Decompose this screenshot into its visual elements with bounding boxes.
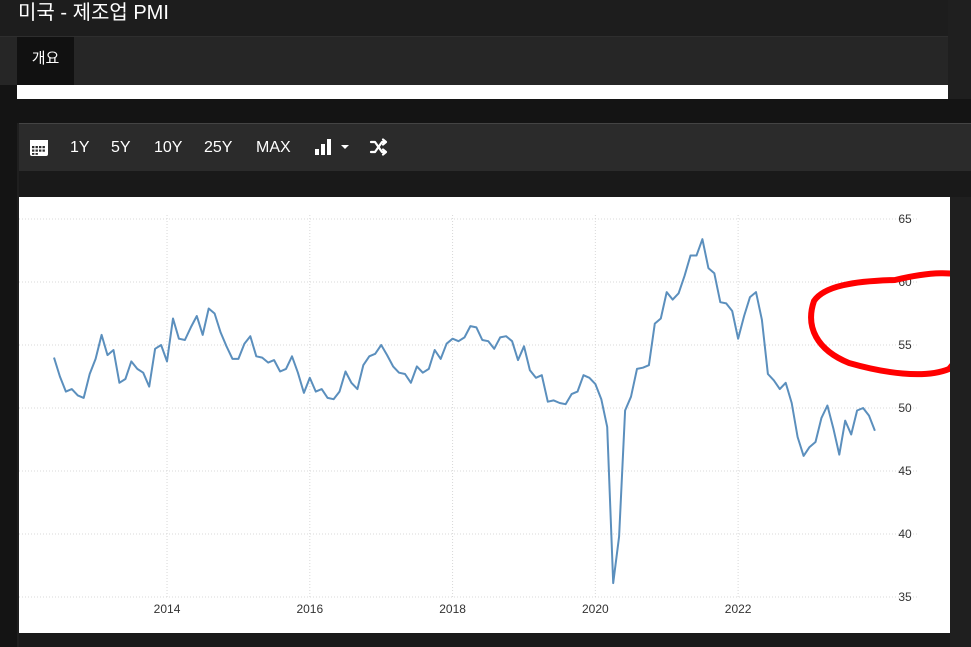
y-tick-label: 65 xyxy=(898,212,912,226)
range-max-button[interactable]: MAX xyxy=(256,139,291,156)
range-10y-button[interactable]: 10Y xyxy=(154,139,183,156)
y-tick-label: 55 xyxy=(898,338,912,352)
content-band xyxy=(17,99,971,123)
pmi-series-line xyxy=(53,238,876,585)
chart-area: 35 40 45 50 55 60 65 2014 2016 2018 2020 2022 xyxy=(19,197,971,633)
x-tick-label: 2020 xyxy=(582,602,609,616)
range-1y-button[interactable]: 1Y xyxy=(70,139,90,156)
x-tick-label: 2022 xyxy=(725,602,752,616)
tab-strip xyxy=(0,37,948,85)
chart-toolbar: 1Y 5Y 10Y 25Y MAX xyxy=(19,123,971,172)
y-tick-label: 50 xyxy=(898,401,912,415)
page-title: 미국 - 제조업 PMI xyxy=(18,2,169,24)
red-annotation-circle xyxy=(808,270,971,378)
toolbar-sub-band xyxy=(19,171,971,197)
x-tick-label: 2018 xyxy=(439,602,466,616)
x-tick-label: 2016 xyxy=(296,602,323,616)
calendar-icon[interactable] xyxy=(29,137,49,165)
title-bar: 미국 - 제조업 PMI xyxy=(0,0,948,37)
y-tick-label: 40 xyxy=(898,527,912,541)
range-5y-button[interactable]: 5Y xyxy=(111,139,131,156)
bottom-band xyxy=(19,633,950,647)
content-gap xyxy=(17,85,948,99)
left-edge-panel xyxy=(0,85,17,647)
y-tick-label: 45 xyxy=(898,464,912,478)
range-25y-button[interactable]: 25Y xyxy=(204,139,233,156)
x-tick-label: 2014 xyxy=(154,602,181,616)
y-tick-label: 35 xyxy=(898,590,912,604)
tab-overview[interactable]: 개요 xyxy=(17,37,74,85)
bar-chart-icon[interactable] xyxy=(314,138,332,164)
shuffle-icon[interactable] xyxy=(369,137,389,165)
caret-down-icon[interactable] xyxy=(340,138,350,164)
